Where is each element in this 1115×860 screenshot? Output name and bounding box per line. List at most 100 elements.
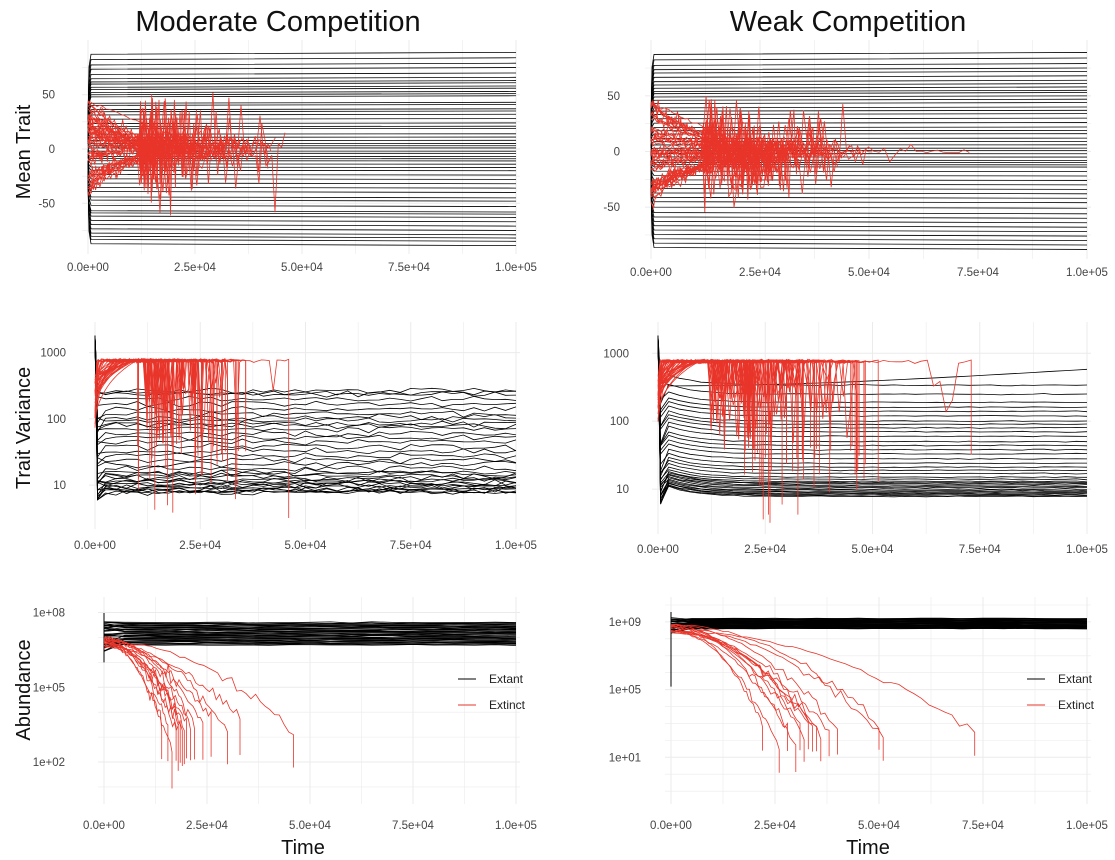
x-tick-label: 1.0e+05 xyxy=(1066,820,1108,832)
extant-variance-line xyxy=(657,335,1088,431)
column-title-weak: Weak Competition xyxy=(730,6,966,38)
extant-abundance-line xyxy=(103,633,517,638)
x-tick-label: 5.0e+04 xyxy=(852,544,894,556)
x-tick-label: 7.5e+04 xyxy=(957,267,999,279)
x-tick-label: 1.0e+05 xyxy=(1066,267,1108,279)
legend-moderate: Extant Extinct xyxy=(458,672,526,712)
y-tick-label: 1e+01 xyxy=(609,752,641,764)
x-tick-label: 0.0e+00 xyxy=(74,540,116,552)
x-tick-label: 0.0e+00 xyxy=(83,820,125,832)
extinct-abundance-line xyxy=(103,636,204,760)
extant-variance-line xyxy=(657,335,1088,493)
y-tick-label: 10 xyxy=(53,480,66,492)
y-tick-label: 1e+08 xyxy=(33,608,65,620)
x-tick-label: 5.0e+04 xyxy=(848,267,890,279)
extinct-trait-line xyxy=(87,117,182,168)
extant-trait-line xyxy=(650,185,1088,250)
extant-variance-line xyxy=(657,335,1088,444)
y-tick-label: 0 xyxy=(49,144,55,156)
extant-variance-line xyxy=(94,335,517,495)
extant-variance-line xyxy=(657,335,1088,447)
extant-variance-line xyxy=(94,335,517,469)
y-tick-label: -50 xyxy=(603,202,620,214)
extinct-abundance-line xyxy=(103,640,185,765)
extinct-abundance-line xyxy=(670,631,780,773)
extinct-trait-line xyxy=(88,117,184,188)
x-tick-label: 2.5e+04 xyxy=(754,820,796,832)
extinct-abundance-line xyxy=(670,625,763,751)
x-tick-label: 7.5e+04 xyxy=(962,820,1004,832)
extant-variance-line xyxy=(94,335,517,501)
panel-moderate-mean-trait: 0.0e+00 2.5e+04 5.0e+04 7.5e+04 1.0e+05 -50 0 5… xyxy=(38,40,537,274)
extant-abundance-line xyxy=(103,627,517,631)
extant-abundance-line xyxy=(103,637,517,645)
extant-variance-line xyxy=(657,335,1088,505)
panel-weak-abundance: 0.0e+00 2.5e+04 5.0e+04 7.5e+04 1.0e+05 1e+01… xyxy=(609,597,1108,832)
y-tick-label: 1e+09 xyxy=(609,617,641,629)
x-tick-label: 0.0e+00 xyxy=(67,262,109,274)
y-tick-label: 100 xyxy=(47,414,66,426)
extant-variance-line xyxy=(94,335,517,459)
extinct-abundance-line xyxy=(670,624,838,755)
extant-variance-line xyxy=(94,335,517,484)
extinct-trait-line xyxy=(87,109,245,185)
y-tick-label: 50 xyxy=(607,91,620,103)
extant-abundance-line xyxy=(103,628,517,632)
x-tick-label: 1.0e+05 xyxy=(495,540,537,552)
extant-abundance-line xyxy=(103,628,517,633)
extinct-trait-line xyxy=(650,125,789,195)
y-tick-label: 100 xyxy=(610,416,629,428)
panel-weak-mean-trait: 0.0e+00 2.5e+04 5.0e+04 7.5e+04 1.0e+05 -50 0 5… xyxy=(603,40,1108,279)
extant-variance-line xyxy=(657,335,1088,446)
x-tick-label: 5.0e+04 xyxy=(285,540,327,552)
extant-abundance-line xyxy=(670,617,1088,621)
y-tick-label: 1000 xyxy=(603,348,629,360)
extant-variance-line xyxy=(657,335,1088,488)
x-tick-label: 2.5e+04 xyxy=(186,820,228,832)
legend-extant-label: Extant xyxy=(1058,672,1093,686)
extant-variance-line xyxy=(657,335,1088,496)
extant-variance-line xyxy=(94,335,517,481)
x-tick-label: 7.5e+04 xyxy=(388,262,430,274)
extinct-trait-line xyxy=(650,102,756,152)
legend-extant-label: Extant xyxy=(489,672,524,686)
x-tick-label: 2.5e+04 xyxy=(174,262,216,274)
extinct-variance-line xyxy=(657,359,761,486)
extinct-variance-line xyxy=(657,359,865,479)
extant-variance-line xyxy=(657,335,1088,491)
x-tick-label: 0.0e+00 xyxy=(650,820,692,832)
extinct-abundance-line xyxy=(103,638,169,762)
extinct-trait-line xyxy=(650,99,724,174)
extinct-abundance-line xyxy=(670,623,880,750)
extinct-abundance-line xyxy=(670,624,797,772)
extinct-trait-line xyxy=(87,115,270,194)
extinct-trait-line xyxy=(87,110,139,145)
extant-abundance-line xyxy=(103,632,517,635)
extinct-abundance-line xyxy=(103,639,228,765)
x-tick-label: 5.0e+04 xyxy=(858,820,900,832)
extinct-abundance-line xyxy=(103,637,191,761)
extant-trait-line xyxy=(87,180,517,247)
extant-variance-line xyxy=(657,335,1088,502)
extant-abundance-line xyxy=(103,639,517,649)
extant-variance-line xyxy=(657,335,1087,466)
extinct-abundance-line xyxy=(670,630,976,756)
extant-abundance-line xyxy=(103,624,516,629)
extant-abundance-line xyxy=(103,635,517,637)
y-tick-label: 1e+05 xyxy=(609,685,641,697)
extant-variance-line xyxy=(657,335,1088,482)
extinct-trait-line xyxy=(87,111,224,195)
extant-variance-line xyxy=(657,335,1088,497)
extinct-abundance-line xyxy=(103,640,294,768)
y-tick-label: 1e+05 xyxy=(33,682,65,694)
extinct-abundance-line xyxy=(670,630,822,762)
extant-abundance-line xyxy=(103,625,517,629)
extant-variance-line xyxy=(657,335,1088,502)
x-tick-label: 1.0e+05 xyxy=(495,820,537,832)
extant-variance-line xyxy=(657,335,1088,487)
extinct-trait-line xyxy=(87,130,138,148)
xlabel-time-right: Time xyxy=(846,837,890,859)
extant-variance-line xyxy=(94,335,517,455)
extant-variance-line xyxy=(657,335,1087,404)
